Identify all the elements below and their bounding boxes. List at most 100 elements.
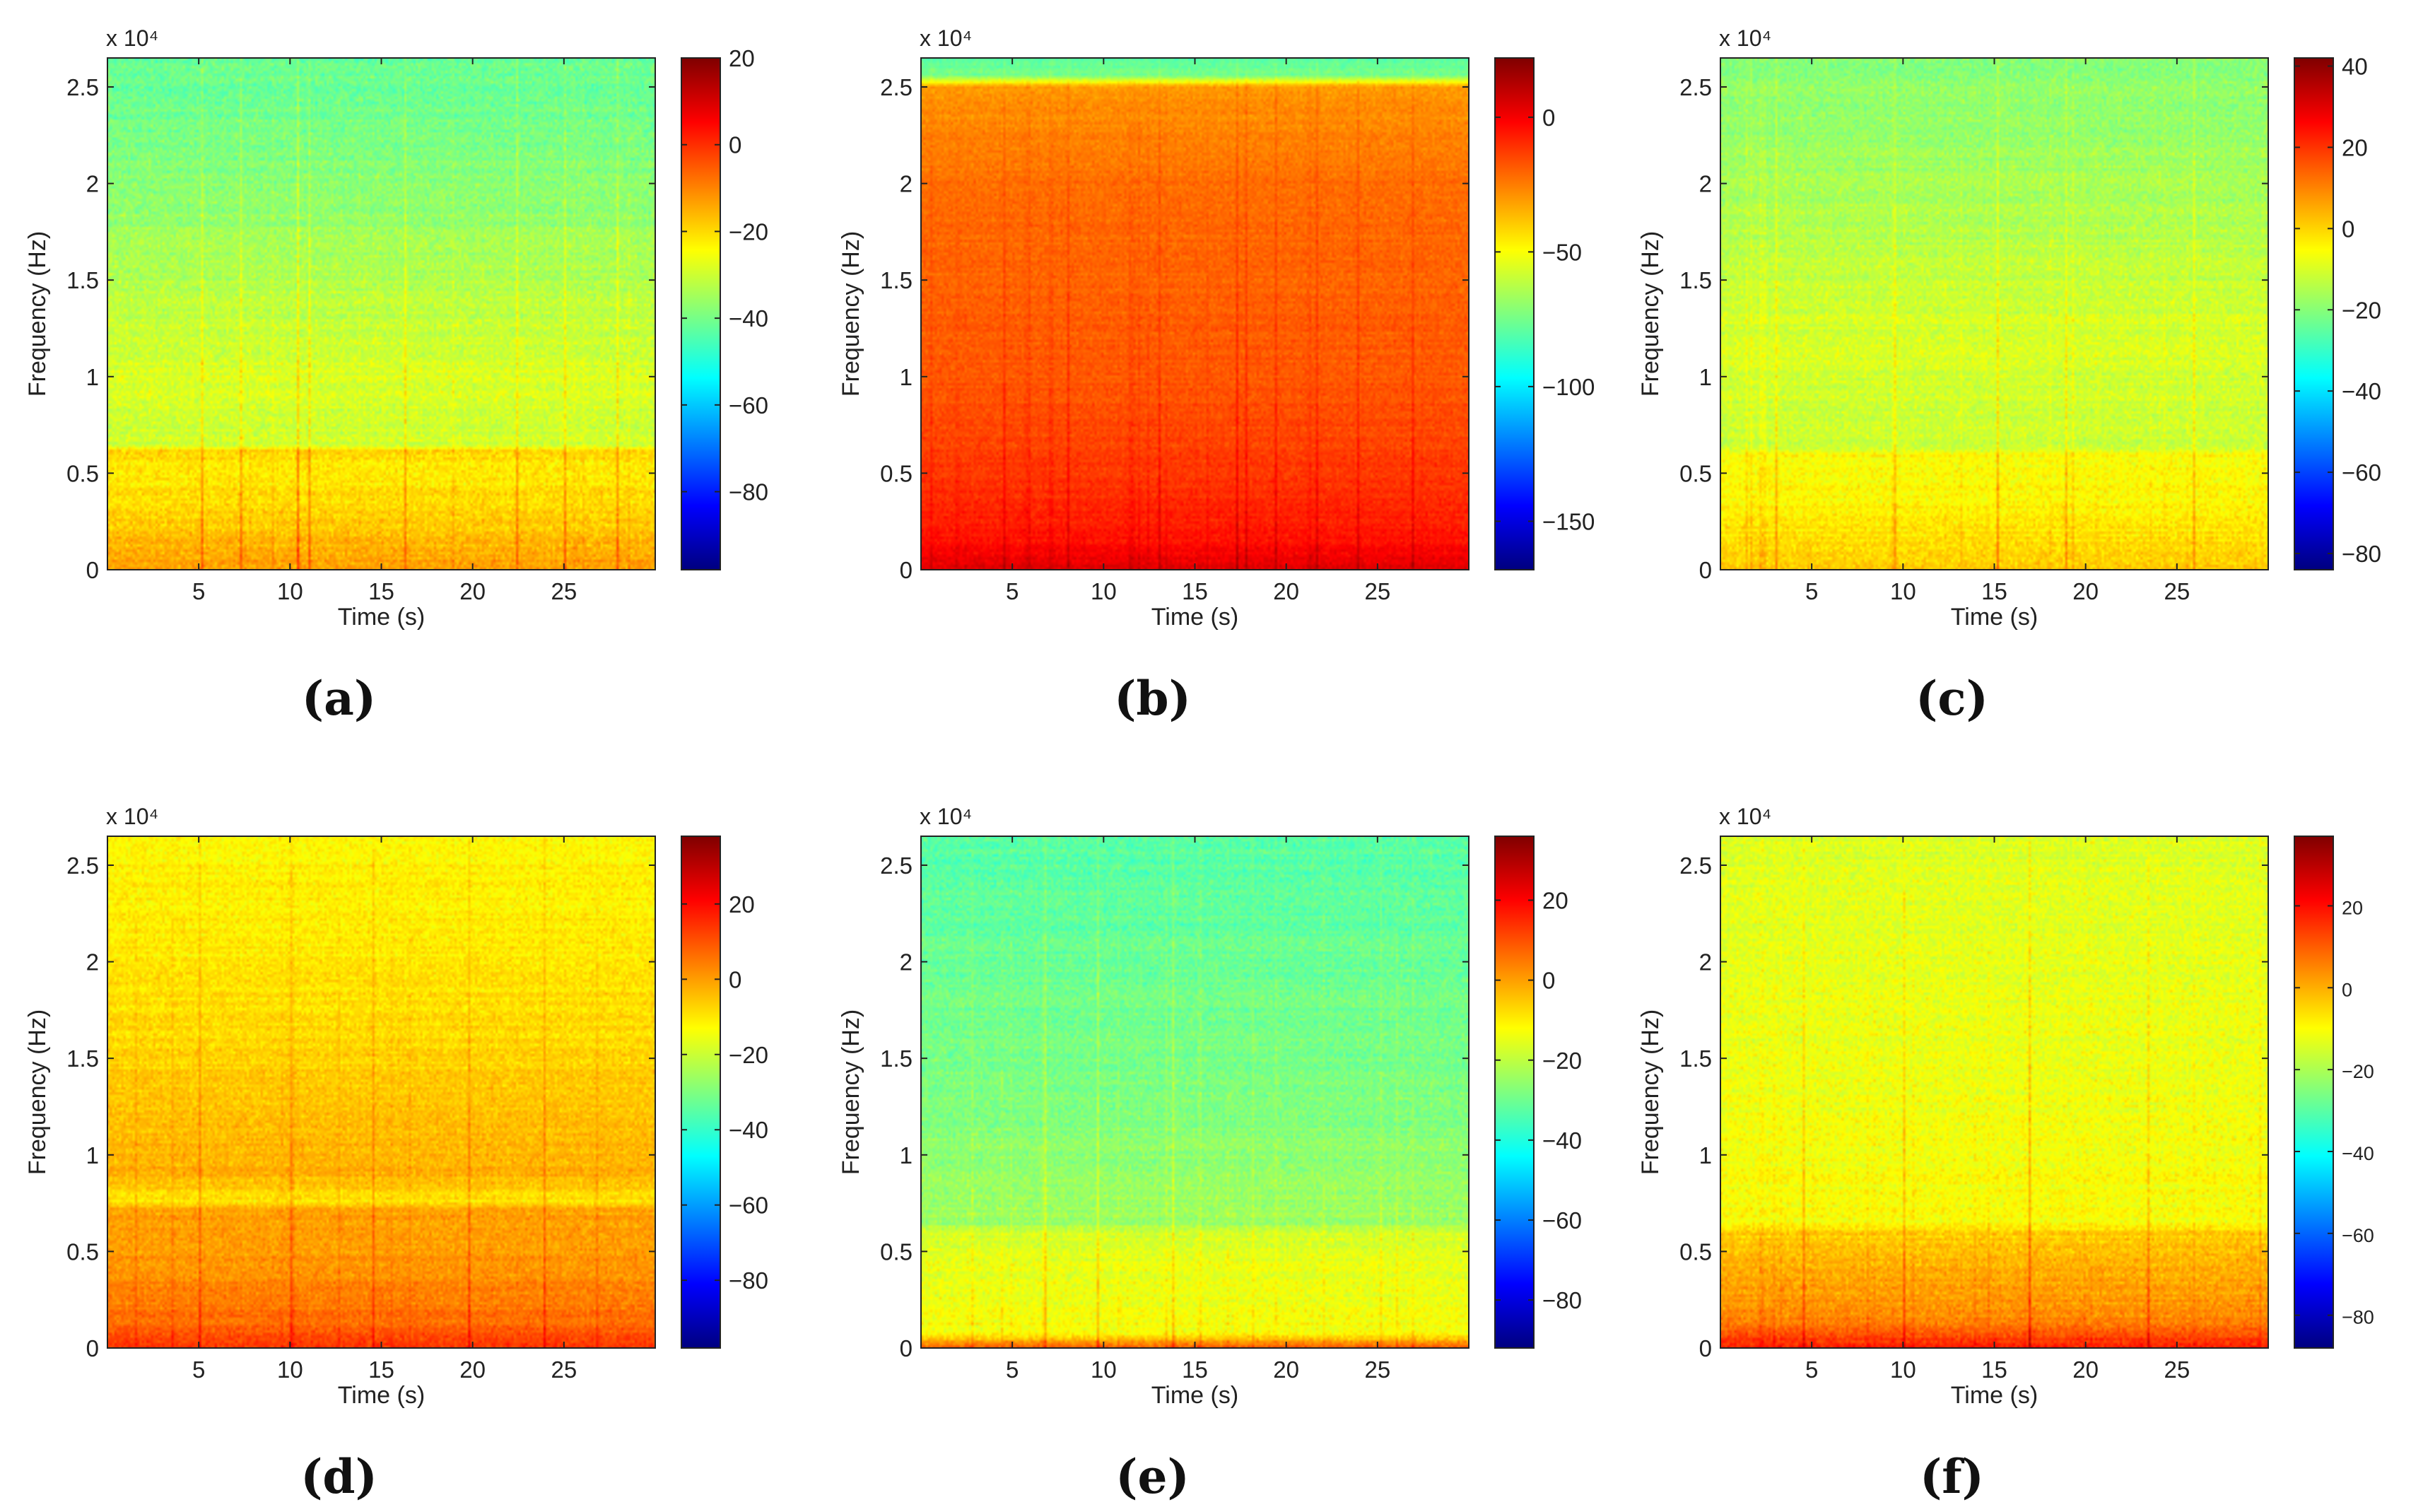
y-axis-label: Frequency (Hz) (838, 1009, 864, 1175)
colorbar-tick-label: −40 (729, 1117, 768, 1143)
panel-label: (b) (1114, 671, 1191, 726)
y-tick-label: 2.5 (880, 852, 913, 879)
y-tick-label: 0.5 (66, 1238, 99, 1265)
spectrogram-panel-e: 0 0.5 1 1.5 2 2.5 5 10 15 20 25 x 10⁴ Time (s) Freque… (838, 804, 1582, 1504)
y-exponent-label: x 10⁴ (1719, 25, 1771, 51)
x-tick-label: 5 (1006, 578, 1019, 604)
colorbar-tick-label: −80 (729, 479, 768, 505)
x-tick-label: 20 (1273, 1356, 1299, 1383)
spectrogram-heatmap (1720, 836, 2268, 1348)
x-tick-label: 5 (192, 1356, 205, 1383)
y-tick-label: 1 (86, 1142, 99, 1168)
x-tick-label: 25 (551, 1356, 577, 1383)
x-tick-label: 5 (1805, 578, 1818, 604)
x-tick-label: 5 (192, 578, 205, 604)
x-tick-label: 10 (1890, 1356, 1916, 1383)
x-tick-label: 15 (1182, 578, 1208, 604)
y-tick-label: 2 (1699, 171, 1712, 197)
x-tick-label: 25 (2164, 578, 2190, 604)
y-tick-label: 2 (86, 949, 99, 975)
colorbar-tick-label: 20 (729, 891, 755, 918)
colorbar-tick-label: −80 (2342, 541, 2381, 567)
colorbar-tick-label: −20 (2342, 1061, 2374, 1082)
y-tick-label: 0.5 (880, 460, 913, 486)
y-axis-label: Frequency (Hz) (838, 231, 864, 397)
colorbar-tick-label: −20 (1542, 1048, 1582, 1074)
y-exponent-label: x 10⁴ (106, 804, 158, 829)
y-tick-label: 1.5 (1679, 1045, 1712, 1072)
y-tick-label: 1 (900, 1142, 913, 1168)
colorbar-tick-label: −80 (1542, 1287, 1582, 1313)
y-tick-label: 2.5 (880, 74, 913, 100)
spectrogram-heatmap (1720, 58, 2268, 570)
x-axis-label: Time (s) (1151, 604, 1238, 631)
colorbar-tick-label: −50 (1542, 239, 1582, 265)
spectrogram-heatmap (107, 58, 655, 570)
y-tick-label: 1 (900, 364, 913, 390)
x-tick-label: 15 (1981, 1356, 2007, 1383)
y-tick-label: 1 (1699, 364, 1712, 390)
y-tick-label: 0 (900, 1335, 913, 1361)
colorbar-tick-label: −40 (2342, 378, 2381, 404)
y-axis-label: Frequency (Hz) (24, 231, 51, 397)
colorbar (681, 57, 721, 570)
spectrogram-heatmap (921, 58, 1469, 570)
x-tick-label: 25 (1364, 578, 1390, 604)
y-tick-label: 0 (86, 1335, 99, 1361)
y-tick-label: 2.5 (66, 74, 99, 100)
colorbar-tick-label: 0 (2342, 979, 2352, 1000)
spectrogram-panel-b: 0 0.5 1 1.5 2 2.5 5 10 15 20 25 x 10⁴ Time (s) Freque… (838, 25, 1595, 726)
colorbar-tick-label: −60 (729, 392, 768, 418)
colorbar-tick-label: 20 (2342, 134, 2368, 160)
colorbar-tick-label: −60 (1542, 1207, 1582, 1233)
y-tick-label: 2 (1699, 949, 1712, 975)
x-axis-label: Time (s) (338, 1382, 425, 1409)
colorbar-tick-label: −150 (1542, 508, 1595, 534)
colorbar-tick-label: 20 (2342, 897, 2363, 918)
colorbar-tick-label: 0 (1542, 105, 1555, 131)
y-tick-label: 2 (86, 171, 99, 197)
y-tick-label: 1 (86, 364, 99, 390)
colorbar-tick-label: 20 (1542, 888, 1568, 914)
panel-label: (c) (1916, 671, 1988, 726)
y-tick-label: 1 (1699, 1142, 1712, 1168)
spectrogram-heatmap (107, 836, 655, 1348)
colorbar-tick-label: −20 (2342, 297, 2381, 323)
y-tick-label: 1.5 (66, 1045, 99, 1072)
y-axis-label: Frequency (Hz) (1637, 1009, 1664, 1175)
colorbar-tick-label: −40 (1542, 1127, 1582, 1154)
colorbar-tick-label: 0 (729, 132, 741, 158)
x-axis-label: Time (s) (1951, 1382, 2038, 1409)
x-tick-label: 25 (1364, 1356, 1390, 1383)
x-tick-label: 20 (2072, 1356, 2099, 1383)
colorbar-tick-label: −60 (729, 1192, 768, 1219)
y-exponent-label: x 10⁴ (920, 25, 972, 51)
colorbar-tick-label: −80 (2342, 1307, 2374, 1328)
y-tick-label: 0.5 (1679, 460, 1712, 486)
colorbar-tick-label: −60 (2342, 1225, 2374, 1246)
x-tick-label: 20 (1273, 578, 1299, 604)
y-tick-label: 1.5 (1679, 267, 1712, 293)
panel-label: (e) (1115, 1449, 1189, 1504)
y-tick-label: 0 (900, 557, 913, 583)
colorbar-tick-label: −80 (729, 1267, 768, 1294)
colorbar-tick-label: 0 (729, 966, 741, 992)
colorbar-tick-label: −20 (729, 1042, 768, 1068)
spectrogram-heatmap (921, 836, 1469, 1348)
x-tick-label: 25 (2164, 1356, 2190, 1383)
spectrogram-panel-c: 0 0.5 1 1.5 2 2.5 5 10 15 20 25 x 10⁴ Time (s) Freque… (1637, 25, 2381, 726)
y-tick-label: 0 (1699, 1335, 1712, 1361)
spectrogram-panel-a: 0 0.5 1 1.5 2 2.5 5 10 15 20 25 x 10⁴ Time (s) Freque… (24, 25, 768, 726)
y-exponent-label: x 10⁴ (1719, 804, 1771, 829)
x-tick-label: 10 (277, 578, 303, 604)
y-tick-label: 0.5 (66, 460, 99, 486)
colorbar-tick-label: 40 (2342, 53, 2368, 79)
y-tick-label: 1.5 (66, 267, 99, 293)
x-tick-label: 20 (459, 578, 486, 604)
colorbar-tick-label: 0 (2342, 216, 2354, 242)
y-exponent-label: x 10⁴ (106, 25, 158, 51)
colorbar-tick-label: −40 (2342, 1143, 2374, 1164)
x-tick-label: 15 (1981, 578, 2007, 604)
colorbar-tick-label: −20 (729, 218, 768, 245)
y-tick-label: 0.5 (880, 1238, 913, 1265)
